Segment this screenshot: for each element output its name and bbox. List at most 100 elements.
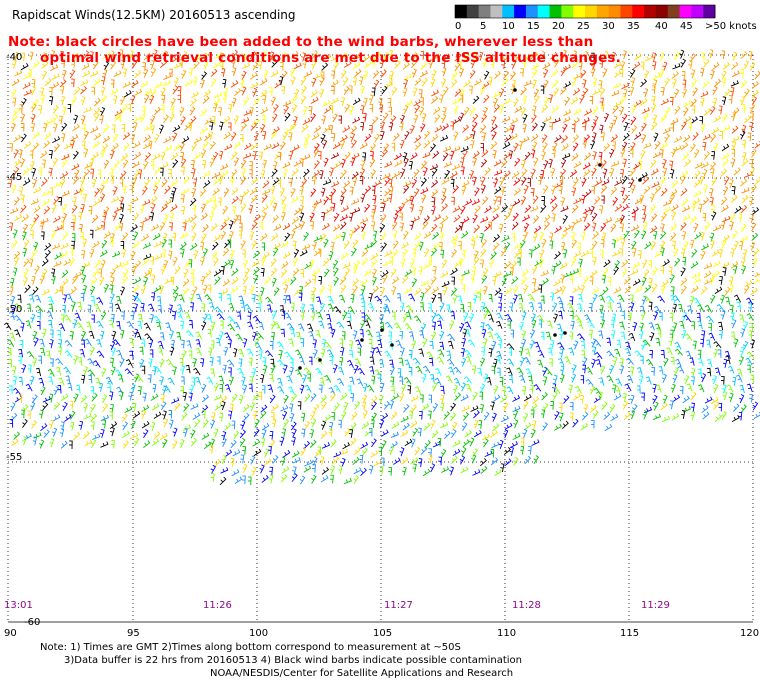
wind-barb [441,259,448,269]
wind-barb [751,207,760,215]
wind-barb [368,338,373,348]
wind-barb [702,197,710,206]
wind-barb [619,321,625,330]
wind-barb [696,312,701,322]
wind-barb [680,277,688,286]
wind-barb [537,359,544,368]
wind-barb [273,104,279,113]
wind-barb [203,441,212,450]
warning-note-line-1: Note: black circles have been added to t… [8,34,594,50]
wind-barb [90,386,95,395]
wind-barb [51,203,57,214]
wind-barb [616,302,623,311]
wind-barb [399,447,405,457]
wind-barb [732,403,740,412]
wind-barb [51,243,61,250]
wind-barb [291,393,298,403]
wind-barb [31,420,37,429]
wind-barb [389,70,394,81]
wind-barb [494,169,503,176]
wind-barb [480,143,485,152]
wind-barb [622,50,627,60]
wind-barb [580,250,589,258]
wind-barb [239,133,244,143]
wind-barb [243,96,250,106]
wind-barb [538,258,544,268]
wind-barb [143,142,152,150]
wind-barb [213,268,222,277]
wind-barb [332,113,338,123]
wind-barb [50,64,59,72]
wind-barb [613,100,622,108]
wind-barb [290,196,299,204]
wind-barb [109,411,113,420]
wind-barb [473,409,480,419]
wind-barb [289,67,296,77]
wind-barb [7,339,15,348]
wind-barb [270,320,277,330]
wind-barb [361,401,367,411]
wind-barb [286,375,293,384]
wind-barb [154,366,162,374]
wind-barb [613,70,622,78]
wind-barb [631,212,636,221]
wind-barb [391,86,398,96]
wind-barb [521,59,526,69]
wind-barb [371,412,378,422]
wind-barb [142,242,151,249]
wind-barb [223,259,231,268]
wind-barb [431,134,439,143]
wind-barb [77,211,83,221]
wind-barb [201,383,207,393]
wind-barb [270,267,278,277]
wind-barb [467,301,472,311]
wind-barb [160,104,165,114]
wind-barb [87,369,96,377]
wind-barb [691,248,698,258]
wind-barb [599,304,604,314]
wind-barb [461,249,466,259]
wind-barb [430,205,436,215]
wind-barb [179,59,183,68]
wind-barb [71,96,77,106]
wind-barb [38,105,43,114]
wind-barb [493,271,502,278]
wind-barb [494,287,502,296]
wind-barb [116,386,124,395]
wind-barb [352,265,359,275]
wind-barb [20,194,25,204]
wind-barb [579,394,585,404]
wind-barb [721,152,730,160]
wind-barb [161,385,167,395]
wind-barb [263,458,272,466]
wind-barb [412,87,418,97]
wind-barb [310,418,317,428]
wind-barb [431,189,439,198]
wind-barb [283,419,290,428]
wind-barb [479,232,484,243]
wind-barb [181,411,188,421]
wind-barb [55,357,64,366]
wind-barb [411,68,417,78]
wind-barb [480,184,486,194]
wind-barb [537,349,545,358]
wind-barb [389,400,394,410]
wind-barb [252,392,260,401]
wind-barb [249,161,253,170]
wind-barb [570,231,576,242]
wind-barb [164,144,173,152]
wind-barb [96,320,104,329]
wind-barb [200,203,206,213]
wind-barb [213,177,221,186]
wind-barb [572,142,579,152]
wind-barb [520,107,527,117]
wind-barb [403,185,410,194]
wind-barb [394,60,401,69]
wind-barb [410,420,418,429]
wind-barb [706,367,712,377]
wind-barb [202,419,209,428]
wind-barb [298,285,304,295]
wind-barb [440,385,445,395]
wind-barb [184,311,191,320]
wind-barb [71,196,77,206]
